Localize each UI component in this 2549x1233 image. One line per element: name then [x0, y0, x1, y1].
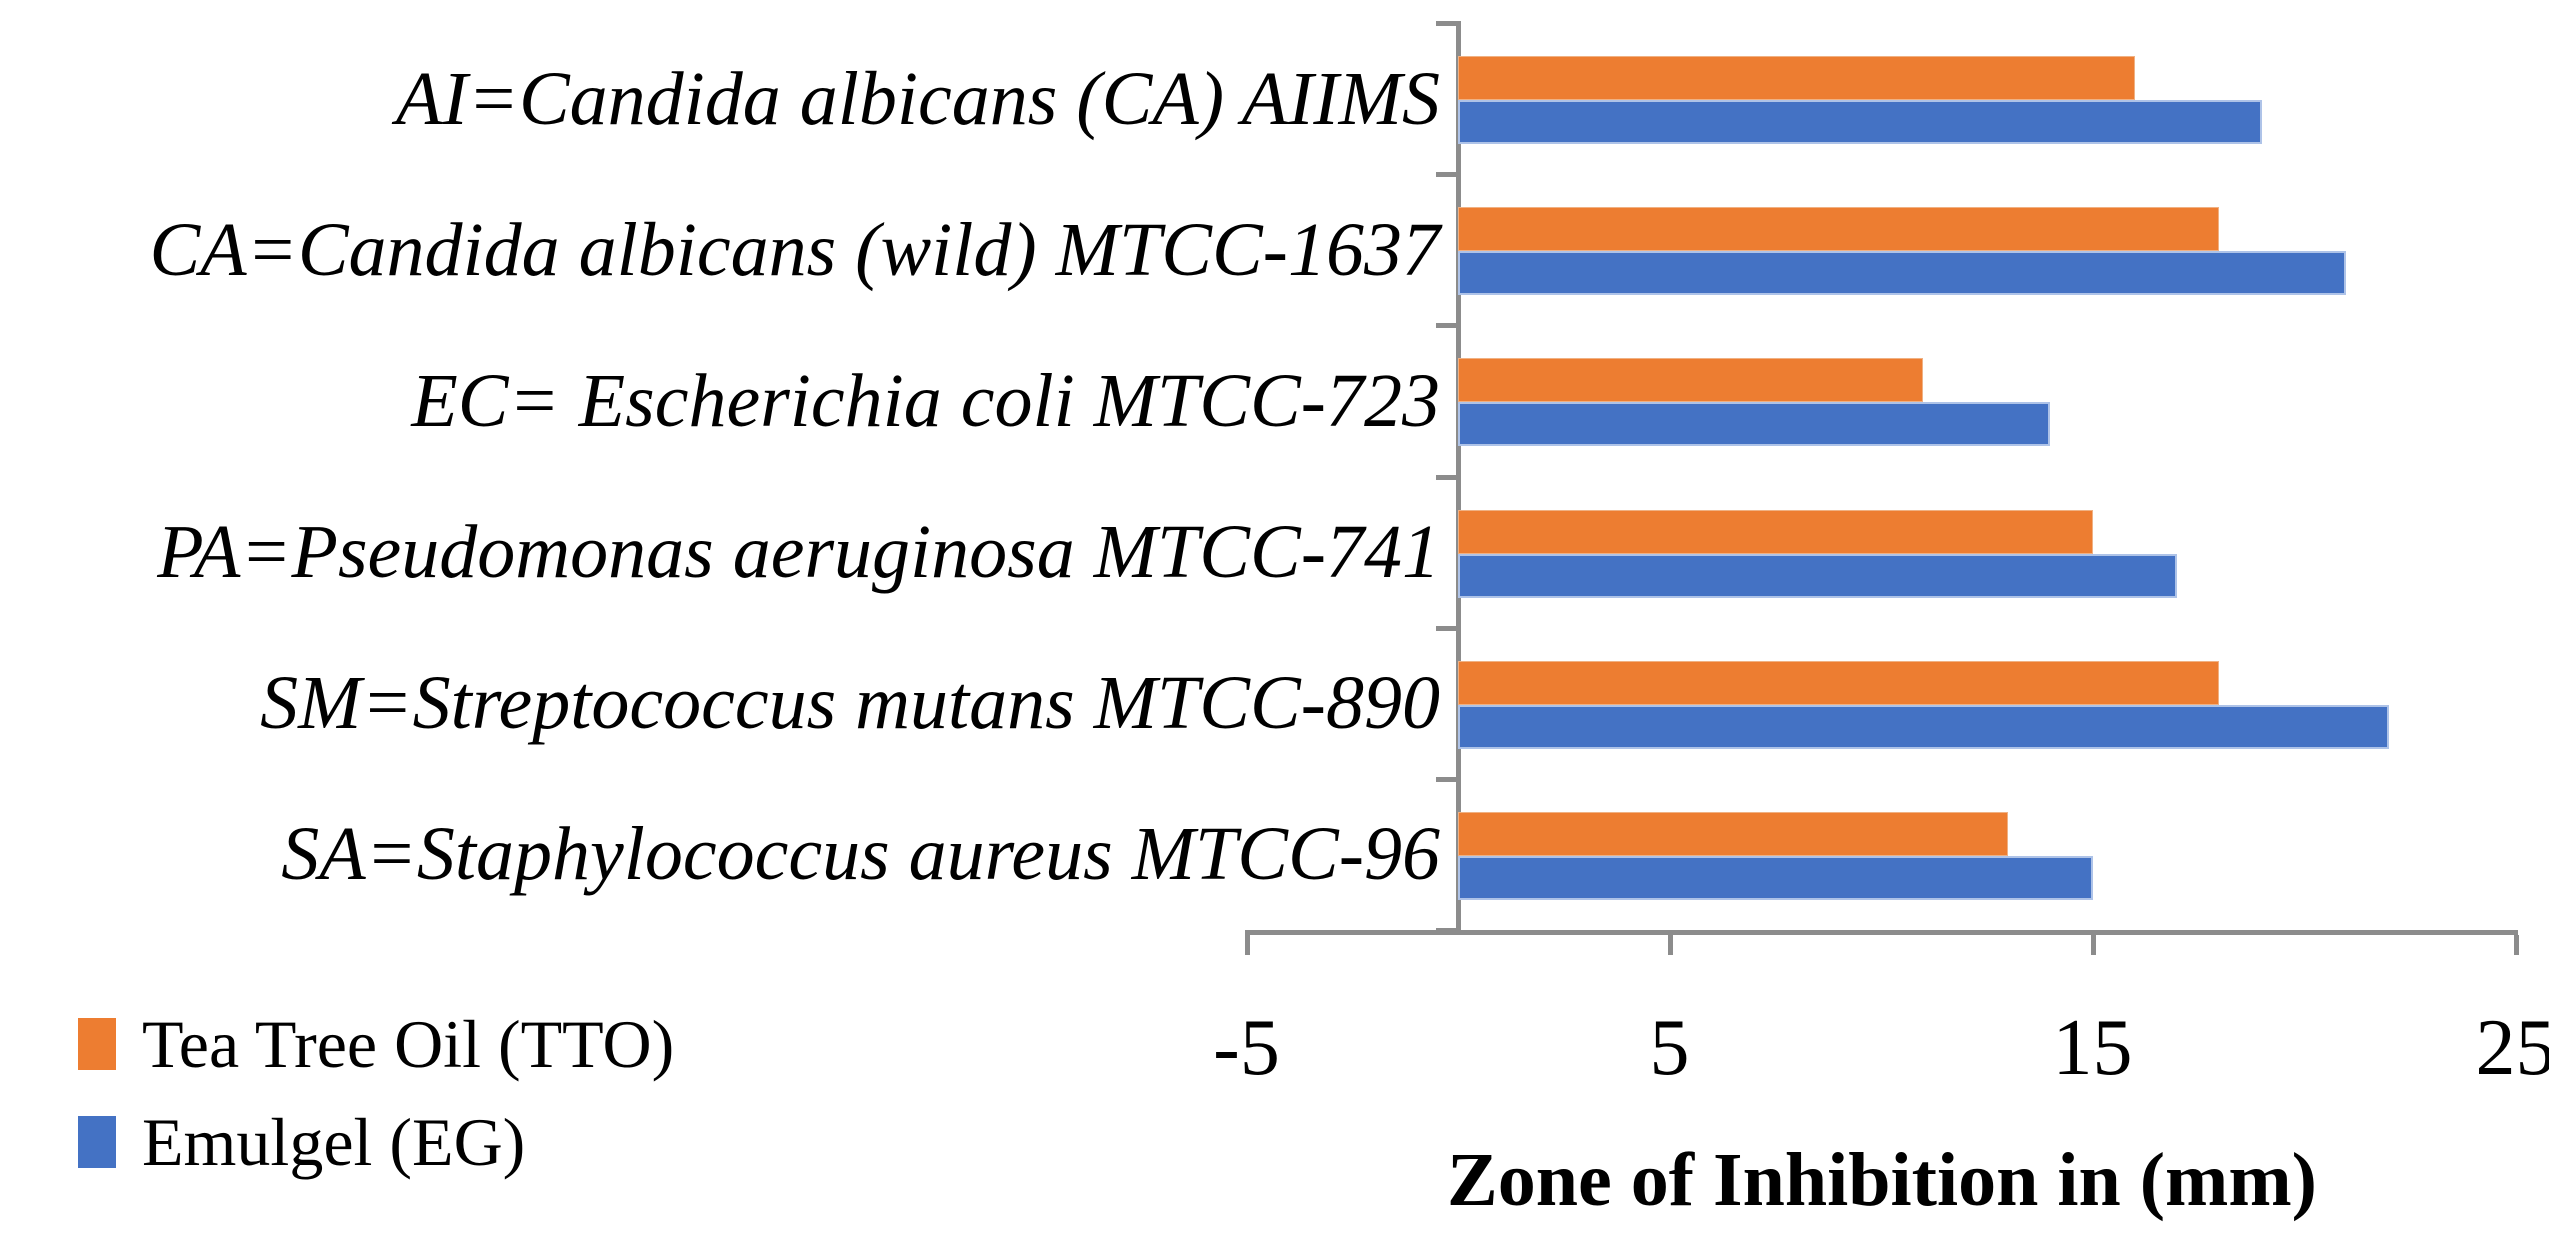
bar-eg-3 [1458, 554, 2177, 598]
bar-eg-0 [1458, 100, 2262, 144]
category-label: SA=Staphylococcus aureus MTCC-96 [281, 812, 1440, 896]
x-tick-mark [1667, 935, 1673, 955]
x-tick-label: 5 [1649, 1004, 1690, 1092]
category-label: PA=Pseudomonas aeruginosa MTCC-741 [157, 510, 1440, 594]
bar-tto-0 [1458, 56, 2135, 100]
y-tick-mark [1436, 172, 1456, 178]
bar-eg-5 [1458, 856, 2093, 900]
y-tick-mark [1436, 323, 1456, 329]
y-tick-mark [1436, 21, 1456, 26]
x-axis-title: Zone of Inhibition in (mm) [1447, 1138, 2317, 1222]
legend-item-eg: Emulgel (EG) [78, 1106, 674, 1178]
legend: Tea Tree Oil (TTO) Emulgel (EG) [78, 1008, 674, 1204]
x-tick-mark [2513, 935, 2519, 955]
y-tick-mark [1436, 928, 1456, 933]
x-tick-label: -5 [1213, 1004, 1280, 1092]
category-label: AI=Candida albicans (CA) AIIMS [395, 57, 1440, 141]
y-tick-mark [1436, 776, 1456, 782]
x-tick-label: 15 [2052, 1004, 2133, 1092]
category-label: SM=Streptococcus mutans MTCC-890 [260, 661, 1440, 745]
legend-swatch-tto-icon [78, 1018, 116, 1070]
x-tick-mark [1244, 935, 1250, 955]
legend-item-tto: Tea Tree Oil (TTO) [78, 1008, 674, 1080]
bar-tto-5 [1458, 812, 2008, 856]
x-tick-label: 25 [2475, 1004, 2549, 1092]
category-label: CA=Candida albicans (wild) MTCC-1637 [149, 208, 1440, 292]
bar-tto-1 [1458, 207, 2219, 251]
y-tick-mark [1436, 625, 1456, 631]
bar-eg-2 [1458, 402, 2050, 446]
bar-tto-4 [1458, 661, 2219, 705]
y-axis-line [1456, 21, 1461, 935]
bar-tto-3 [1458, 510, 2093, 554]
legend-label-eg: Emulgel (EG) [142, 1104, 526, 1180]
bar-eg-1 [1458, 251, 2346, 295]
legend-label-tto: Tea Tree Oil (TTO) [142, 1006, 675, 1082]
x-axis-line [1244, 930, 2518, 935]
x-tick-mark [2090, 935, 2096, 955]
y-tick-mark [1436, 474, 1456, 480]
legend-swatch-eg-icon [78, 1116, 116, 1168]
category-label: EC= Escherichia coli MTCC-723 [411, 359, 1440, 443]
bar-eg-4 [1458, 705, 2389, 749]
bar-tto-2 [1458, 358, 1923, 402]
